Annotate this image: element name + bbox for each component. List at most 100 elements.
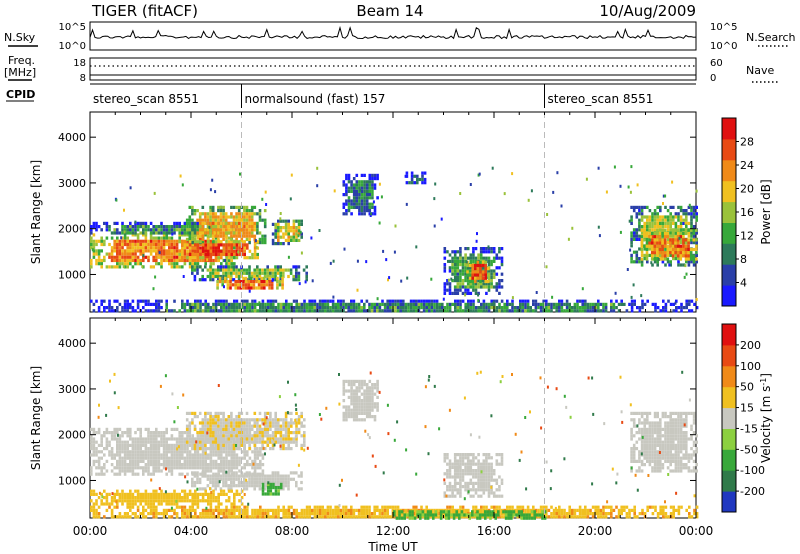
range-cell — [235, 218, 238, 222]
sparse-point — [626, 268, 629, 271]
range-cell — [253, 246, 257, 250]
range-cell — [220, 450, 223, 454]
range-cell — [371, 402, 374, 406]
range-cell — [251, 459, 254, 463]
range-cell — [418, 177, 422, 182]
range-cell — [191, 437, 194, 441]
range-cell — [666, 221, 670, 225]
range-cell — [363, 205, 366, 209]
range-cell — [555, 302, 558, 306]
range-cell — [100, 469, 103, 473]
range-cell — [105, 443, 109, 447]
range-cell — [155, 459, 158, 463]
range-cell — [630, 309, 634, 313]
range-cell — [448, 253, 452, 257]
range-cell — [282, 226, 285, 230]
range-cell — [157, 496, 161, 500]
date-title: 10/Aug/2009 — [599, 2, 696, 20]
range-cell — [663, 244, 667, 248]
range-cell — [123, 225, 127, 229]
range-cell — [178, 249, 181, 253]
range-cell — [695, 228, 698, 232]
range-cell — [511, 302, 514, 306]
range-cell — [266, 309, 270, 313]
range-cell — [339, 302, 343, 306]
range-cell — [300, 421, 303, 425]
range-cell — [129, 225, 132, 229]
range-cell — [443, 456, 447, 460]
range-cell — [131, 246, 135, 250]
range-cell — [199, 246, 202, 250]
range-cell — [468, 263, 472, 268]
range-cell — [237, 283, 240, 287]
range-cell — [250, 215, 254, 219]
range-cell — [345, 408, 348, 412]
range-cell — [266, 427, 270, 431]
sparse-point — [356, 259, 359, 263]
range-cell — [676, 231, 680, 236]
range-cell — [199, 463, 202, 467]
range-cell — [363, 212, 366, 216]
range-cell — [279, 226, 283, 230]
range-cell — [248, 474, 251, 478]
range-cell — [656, 263, 659, 267]
range-cell — [230, 421, 233, 425]
range-cell — [420, 302, 423, 306]
range-cell — [129, 246, 132, 250]
range-cell — [118, 249, 122, 253]
range-cell — [162, 225, 166, 229]
range-cell — [365, 408, 369, 412]
range-cell — [292, 232, 296, 236]
range-cell — [472, 299, 475, 303]
sparse-point — [287, 255, 290, 259]
range-cell — [211, 437, 215, 441]
range-cell — [513, 309, 517, 313]
range-cell — [666, 225, 670, 229]
range-cell — [453, 469, 457, 473]
range-cell — [191, 480, 194, 485]
range-cell — [266, 411, 270, 415]
range-cell — [282, 440, 285, 444]
range-cell — [95, 242, 98, 247]
range-cell — [147, 242, 150, 247]
range-cell — [220, 252, 223, 257]
range-cell — [446, 288, 449, 292]
range-cell — [448, 488, 452, 492]
sparse-point — [214, 190, 217, 194]
range-cell — [371, 177, 374, 181]
range-cell — [248, 241, 251, 245]
range-cell — [482, 285, 486, 289]
range-cell — [576, 299, 579, 303]
range-cell — [466, 273, 469, 277]
range-cell — [451, 250, 454, 254]
range-cell — [295, 302, 298, 306]
range-cell — [253, 466, 257, 470]
range-cell — [358, 411, 361, 415]
range-cell — [193, 228, 197, 232]
range-cell — [459, 285, 462, 289]
range-cell — [645, 244, 649, 248]
range-cell — [235, 252, 239, 257]
range-cell — [360, 205, 364, 209]
range-cell — [209, 447, 212, 451]
range-cell — [597, 306, 600, 310]
range-cell — [653, 238, 657, 242]
range-cell — [355, 189, 359, 193]
range-cell — [134, 447, 137, 451]
range-cell — [157, 450, 161, 454]
range-cell — [292, 226, 296, 230]
range-cell — [108, 450, 111, 454]
range-cell — [474, 309, 478, 313]
range-cell — [276, 477, 280, 481]
range-cell — [490, 282, 493, 286]
range-cell — [615, 306, 618, 310]
range-cell — [194, 249, 197, 253]
range-cell — [232, 221, 236, 225]
range-cell — [277, 222, 280, 226]
range-cell — [258, 484, 262, 488]
range-cell — [245, 424, 249, 428]
range-cell — [253, 469, 257, 473]
range-cell — [381, 302, 384, 306]
range-cell — [100, 258, 103, 263]
range-cell — [144, 463, 148, 467]
